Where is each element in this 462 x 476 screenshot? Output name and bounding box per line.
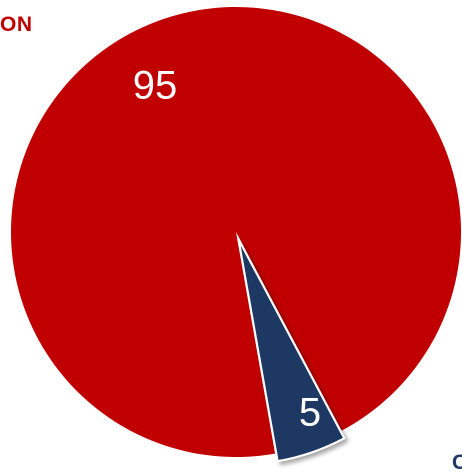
pie-slice-on (11, 7, 462, 458)
data-label-on: 95 (133, 64, 178, 108)
data-label-off: 5 (299, 391, 321, 435)
series-label-off-partial: C (452, 451, 462, 474)
series-label-on: ON (0, 13, 33, 36)
pie-slice-off (237, 239, 346, 463)
